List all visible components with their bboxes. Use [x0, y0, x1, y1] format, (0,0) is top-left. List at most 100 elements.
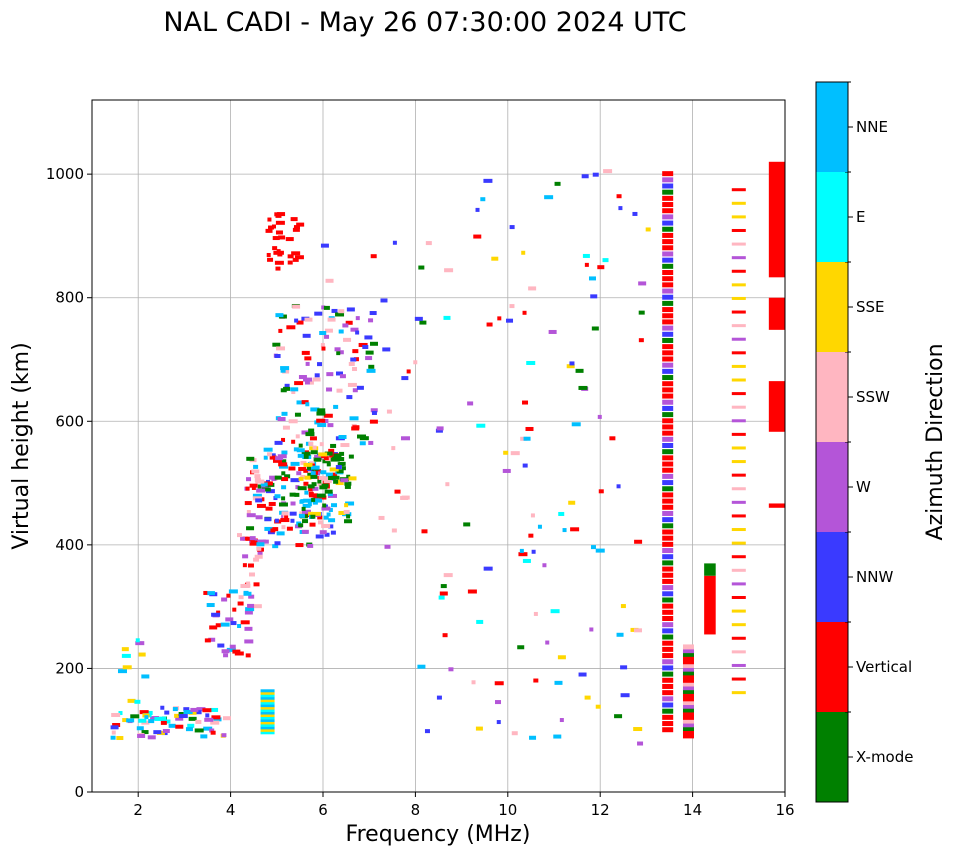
data-point	[268, 225, 275, 230]
colorbar-label: Azimuth Direction	[923, 343, 948, 540]
data-point	[333, 479, 339, 484]
data-point	[497, 316, 502, 321]
data-point	[295, 485, 300, 490]
data-point	[284, 474, 291, 479]
data-point	[352, 367, 358, 372]
data-point	[282, 425, 290, 430]
data-point	[323, 515, 329, 520]
data-point	[662, 708, 674, 714]
data-point	[144, 710, 153, 715]
data-point	[731, 595, 746, 599]
data-point	[731, 405, 746, 409]
data-point	[570, 527, 580, 532]
data-point	[378, 515, 385, 520]
data-point	[682, 648, 694, 654]
data-point	[272, 342, 281, 347]
data-point	[365, 356, 373, 361]
data-point	[316, 493, 326, 498]
data-point	[463, 522, 471, 527]
data-point	[126, 718, 135, 723]
data-point	[206, 591, 215, 596]
data-point	[286, 325, 296, 330]
data-point	[331, 475, 340, 480]
data-point	[557, 655, 566, 660]
data-point	[355, 330, 360, 335]
data-point	[559, 718, 564, 723]
data-marks	[110, 161, 785, 746]
colorbar-tick-label: NNW	[856, 568, 893, 586]
data-point	[609, 436, 616, 441]
colorbar-segment-e	[816, 172, 848, 262]
data-point	[352, 349, 359, 354]
data-point	[147, 735, 156, 740]
data-point	[188, 716, 197, 721]
data-point	[301, 509, 311, 514]
data-point	[662, 393, 674, 399]
data-point	[443, 573, 453, 578]
data-point	[260, 709, 275, 713]
data-point	[335, 312, 345, 317]
data-point	[253, 582, 260, 587]
data-point	[185, 727, 193, 732]
data-point	[226, 593, 231, 598]
data-point	[213, 717, 222, 722]
data-point	[309, 380, 314, 385]
data-point	[324, 489, 333, 494]
data-point	[136, 726, 144, 731]
data-point	[324, 451, 333, 456]
data-point	[425, 241, 432, 246]
data-point	[246, 581, 251, 586]
data-point	[286, 526, 293, 531]
data-point	[284, 383, 290, 388]
data-point	[237, 533, 243, 538]
data-point	[531, 549, 536, 554]
data-point	[662, 288, 674, 294]
data-point	[325, 457, 334, 462]
data-point	[122, 718, 129, 723]
y-tick-label: 0	[74, 783, 84, 801]
data-point	[731, 636, 746, 640]
data-point	[290, 461, 300, 466]
data-point	[139, 710, 149, 715]
data-point	[277, 417, 286, 422]
data-point	[502, 468, 511, 473]
data-point	[260, 728, 275, 732]
colorbar-segment-x-mode	[816, 712, 848, 802]
data-point	[584, 262, 589, 267]
data-point	[215, 623, 221, 628]
data-point	[112, 722, 121, 727]
data-point	[260, 706, 275, 710]
data-point	[327, 317, 336, 322]
data-point	[287, 254, 294, 259]
data-point	[240, 620, 250, 625]
data-point	[205, 713, 210, 718]
data-point	[278, 235, 286, 240]
data-point	[424, 729, 430, 734]
data-point	[417, 664, 426, 669]
data-point	[118, 711, 123, 716]
data-point	[330, 443, 337, 448]
data-point	[276, 249, 281, 254]
data-point	[301, 529, 309, 534]
data-point	[270, 528, 276, 533]
data-point	[254, 554, 263, 559]
data-point	[308, 493, 318, 498]
data-point	[370, 254, 377, 259]
data-point	[550, 609, 560, 614]
data-point	[321, 523, 331, 528]
data-block	[768, 381, 785, 432]
data-point	[523, 436, 531, 441]
data-point	[731, 528, 746, 532]
data-point	[335, 371, 343, 376]
data-point	[575, 368, 584, 373]
data-point	[178, 711, 184, 716]
colorbar-tick-label: Vertical	[856, 658, 912, 676]
data-point	[328, 524, 334, 529]
data-point	[662, 702, 674, 708]
data-point	[554, 181, 561, 186]
data-point	[522, 310, 527, 315]
data-point	[682, 688, 694, 694]
data-point	[244, 639, 254, 644]
data-point	[303, 377, 313, 382]
data-point	[321, 506, 331, 511]
